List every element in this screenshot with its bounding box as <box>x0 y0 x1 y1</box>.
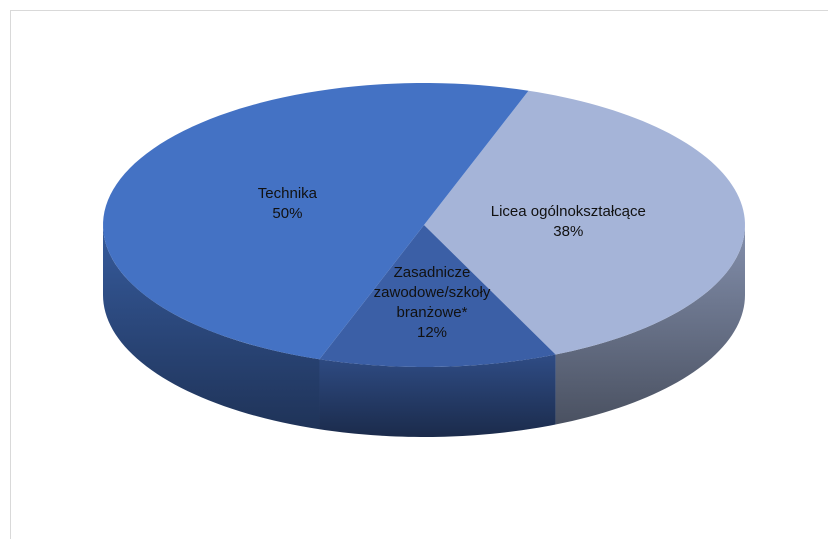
chart-frame <box>10 10 828 539</box>
slice-side <box>555 225 745 425</box>
pie-slice <box>319 225 556 367</box>
slice-side <box>103 225 320 430</box>
label-value: 50% <box>272 205 303 223</box>
label-name: Technika <box>257 185 317 203</box>
label-value: 12% <box>416 324 448 342</box>
data-label: Technika 50% <box>202 184 372 224</box>
data-label: Licea ogólnokształcące 38% <box>483 202 653 242</box>
label-value: 38% <box>553 223 584 241</box>
pie-slice <box>424 90 745 355</box>
data-label: Zasadnicze zawodowe/szkoły branżowe* 12% <box>347 263 517 343</box>
label-name: Licea ogólnokształcące <box>490 203 646 221</box>
pie-slice <box>103 83 529 360</box>
label-name: Zasadnicze zawodowe/szkoły branżowe* <box>373 264 491 322</box>
slice-side <box>319 354 556 437</box>
